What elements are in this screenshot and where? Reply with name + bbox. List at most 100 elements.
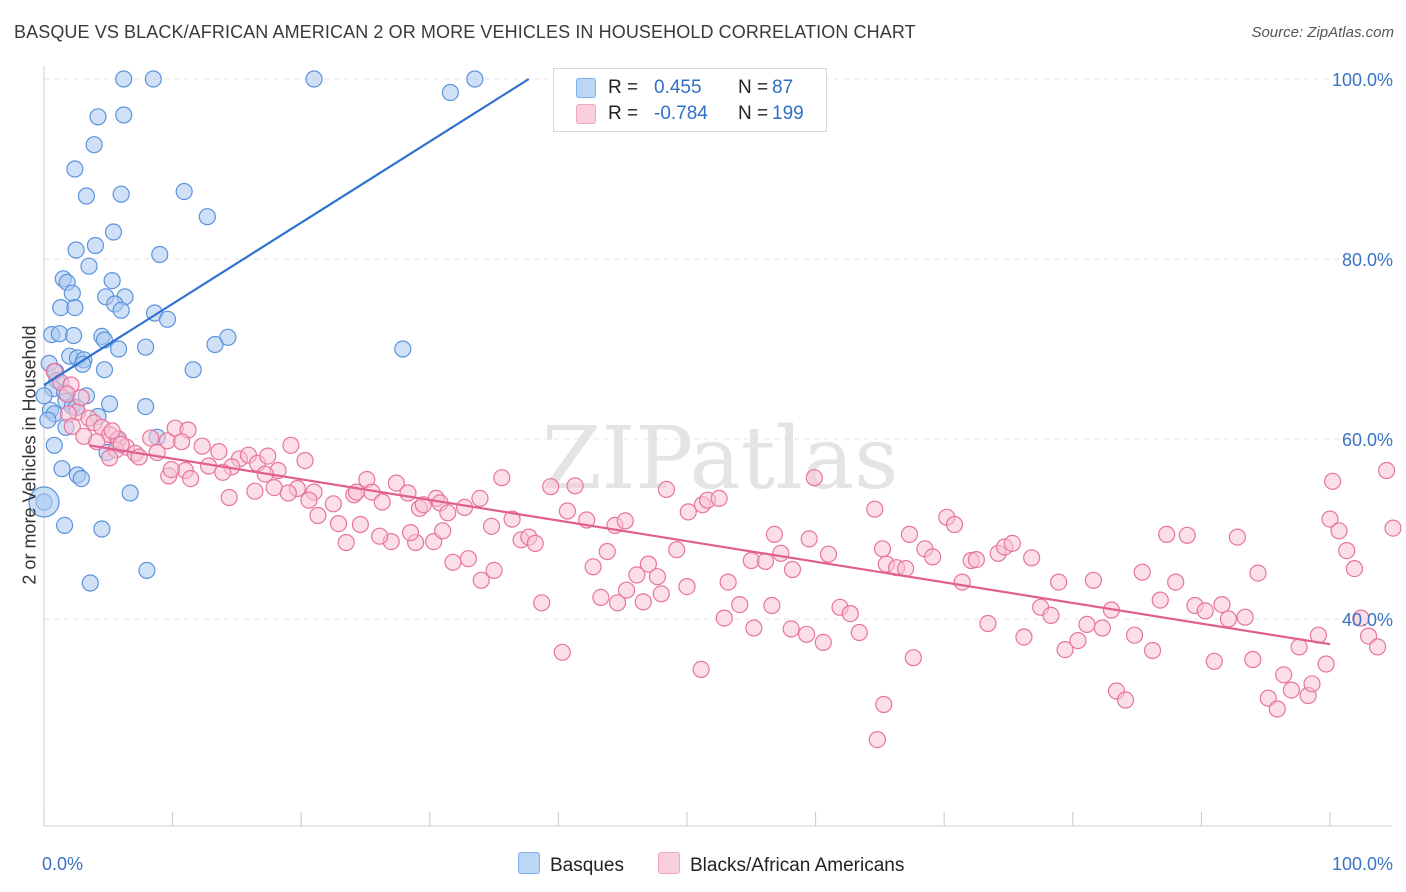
blacks-point-104: [1042, 606, 1060, 625]
legend-n-label: N =: [738, 103, 769, 124]
blacks-point-106: [1056, 640, 1074, 659]
blacks-point-75: [772, 544, 790, 562]
blacks-point-152: [797, 625, 816, 643]
basques-point-66: [45, 436, 63, 454]
basques-point-72: [55, 516, 74, 535]
blacks-point-47: [482, 517, 501, 535]
blacks-point-184: [182, 470, 200, 488]
blacks-point-117: [1151, 591, 1169, 609]
bottom-legend-basques: Basques: [518, 852, 624, 877]
x-tick-label-1: 100.0%: [1332, 854, 1393, 874]
blacks-point-182: [220, 488, 238, 507]
blacks-point-89: [900, 525, 919, 544]
blacks-point-188: [103, 422, 121, 440]
basques-point-61: [39, 411, 57, 429]
legend-swatch-basques: [576, 78, 596, 98]
blacks-point-53: [542, 478, 560, 496]
blacks-point-13: [142, 429, 160, 447]
legend-n-value: 87: [772, 77, 794, 98]
blacks-point-108: [1078, 615, 1096, 634]
legend-r-label: R =: [608, 77, 639, 98]
basques-point-36: [206, 335, 224, 354]
blacks-point-105: [1050, 573, 1068, 591]
basques-point-32: [64, 326, 83, 345]
blacks-point-123: [1205, 652, 1223, 670]
blacks-point-187: [112, 435, 130, 453]
trend-lines: [43, 78, 1331, 646]
basques-point-20: [103, 272, 121, 290]
blacks-point-177: [351, 515, 369, 534]
bottom-legend-swatch-basques: [518, 852, 540, 874]
basques-point-17: [80, 257, 98, 275]
basques-point-25: [66, 299, 84, 317]
basques-point-27: [112, 301, 130, 319]
blacks-point-101: [1015, 628, 1033, 646]
blacks-point-191: [63, 417, 81, 435]
basques-point-15: [67, 241, 85, 259]
blacks-point-195: [162, 461, 180, 479]
basques-point-45: [95, 361, 114, 379]
blacks-point-69: [710, 489, 728, 507]
y-tick-label-1: 60.0%: [1342, 430, 1393, 450]
blacks-point-199: [434, 522, 452, 540]
blacks-point-198: [401, 523, 420, 542]
blacks-point-109: [1084, 571, 1102, 589]
blacks-point-181: [246, 482, 264, 500]
blacks-point-83: [866, 500, 884, 518]
blacks-point-116: [1143, 641, 1162, 660]
basques-point-75: [81, 574, 99, 592]
blacks-point-127: [1236, 608, 1254, 626]
basques-point-69: [72, 470, 90, 488]
blacks-point-97: [979, 614, 997, 633]
blacks-point-151: [814, 633, 832, 652]
blacks-trend-line: [88, 444, 1331, 646]
blacks-point-144: [1352, 609, 1370, 627]
blacks-point-126: [1228, 528, 1247, 546]
basques-trend-line: [43, 78, 530, 386]
basques-point-21: [63, 284, 81, 302]
blacks-point-138: [1317, 655, 1335, 673]
basques-point-13: [104, 223, 123, 241]
basques-point-37: [136, 338, 155, 356]
blacks-point-77: [800, 530, 818, 548]
basques-points: [28, 70, 484, 592]
blacks-point-118: [1158, 525, 1176, 544]
legend-n-label: N =: [738, 77, 769, 98]
basques-point-7: [85, 136, 103, 154]
blacks-point-91: [924, 548, 942, 566]
blacks-point-171: [414, 496, 432, 514]
basques-point-67: [53, 460, 71, 478]
blacks-point-85: [873, 540, 892, 558]
bottom-legend-label-basques: Basques: [550, 855, 624, 876]
blacks-point-133: [1282, 681, 1301, 699]
basques-point-74: [138, 561, 156, 580]
blacks-point-158: [678, 577, 696, 596]
blacks-point-132: [1275, 666, 1293, 684]
basques-point-46: [184, 361, 202, 379]
blacks-point-166: [485, 561, 503, 580]
x-tick-label-0: 0.0%: [42, 854, 83, 874]
blacks-point-94: [953, 573, 971, 591]
basques-point-14: [86, 236, 105, 255]
blacks-point-113: [1116, 691, 1135, 709]
legend-swatch-blacks: [576, 104, 596, 124]
blacks-point-96: [967, 550, 985, 569]
blacks-point-148: [1384, 519, 1402, 537]
blacks-point-180: [279, 484, 297, 502]
blacks-point-18: [173, 433, 191, 451]
blacks-point-65: [668, 541, 686, 559]
blacks-point-153: [782, 620, 800, 638]
blacks-point-63: [648, 568, 667, 586]
basques-point-9: [77, 187, 96, 205]
blacks-point-78: [805, 469, 823, 487]
blacks-point-178: [309, 506, 327, 525]
legend-r-label: R =: [608, 103, 639, 124]
blacks-point-38: [373, 493, 391, 511]
basques-point-31: [50, 325, 69, 343]
blacks-point-143: [1345, 559, 1364, 578]
blacks-point-74: [765, 525, 784, 544]
bottom-legend-swatch-blacks: [658, 852, 680, 874]
blacks-point-169: [444, 553, 462, 571]
basques-point-large: [28, 486, 60, 518]
